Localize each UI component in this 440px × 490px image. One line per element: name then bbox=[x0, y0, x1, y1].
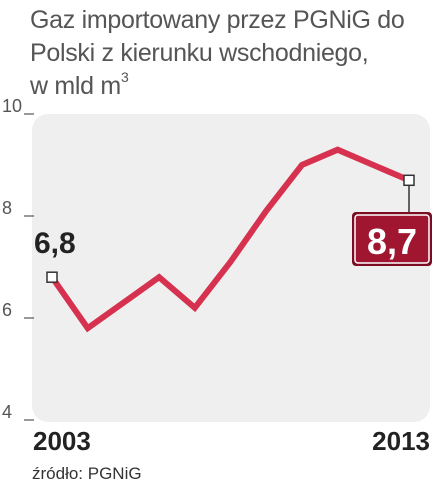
x-tick-label: 2013 bbox=[372, 426, 430, 456]
y-tick-label: 8 bbox=[2, 198, 12, 218]
point-marker bbox=[46, 271, 58, 283]
title-line-2: Polski z kierunku wschodniego, bbox=[30, 39, 369, 67]
title-line-1: Gaz importowany przez PGNiG do bbox=[30, 6, 405, 34]
title-line-3: w mld m bbox=[30, 72, 121, 100]
x-tick-label: 2003 bbox=[33, 426, 91, 456]
title-superscript: 3 bbox=[120, 69, 129, 85]
plot-area bbox=[32, 114, 430, 422]
value-badge-label: 8,7 bbox=[367, 221, 417, 262]
series-line bbox=[49, 146, 411, 333]
data-label: 6,8 bbox=[34, 227, 76, 260]
y-tick-label: 6 bbox=[2, 300, 12, 320]
y-tick-label: 4 bbox=[2, 402, 12, 422]
value-badge bbox=[354, 214, 430, 264]
y-tick-label: 10 bbox=[2, 96, 22, 116]
point-marker bbox=[403, 174, 415, 187]
source-note: źródło: PGNiG bbox=[32, 464, 142, 483]
chart-title: Gaz importowany przez PGNiG do Polski z … bbox=[30, 4, 435, 103]
